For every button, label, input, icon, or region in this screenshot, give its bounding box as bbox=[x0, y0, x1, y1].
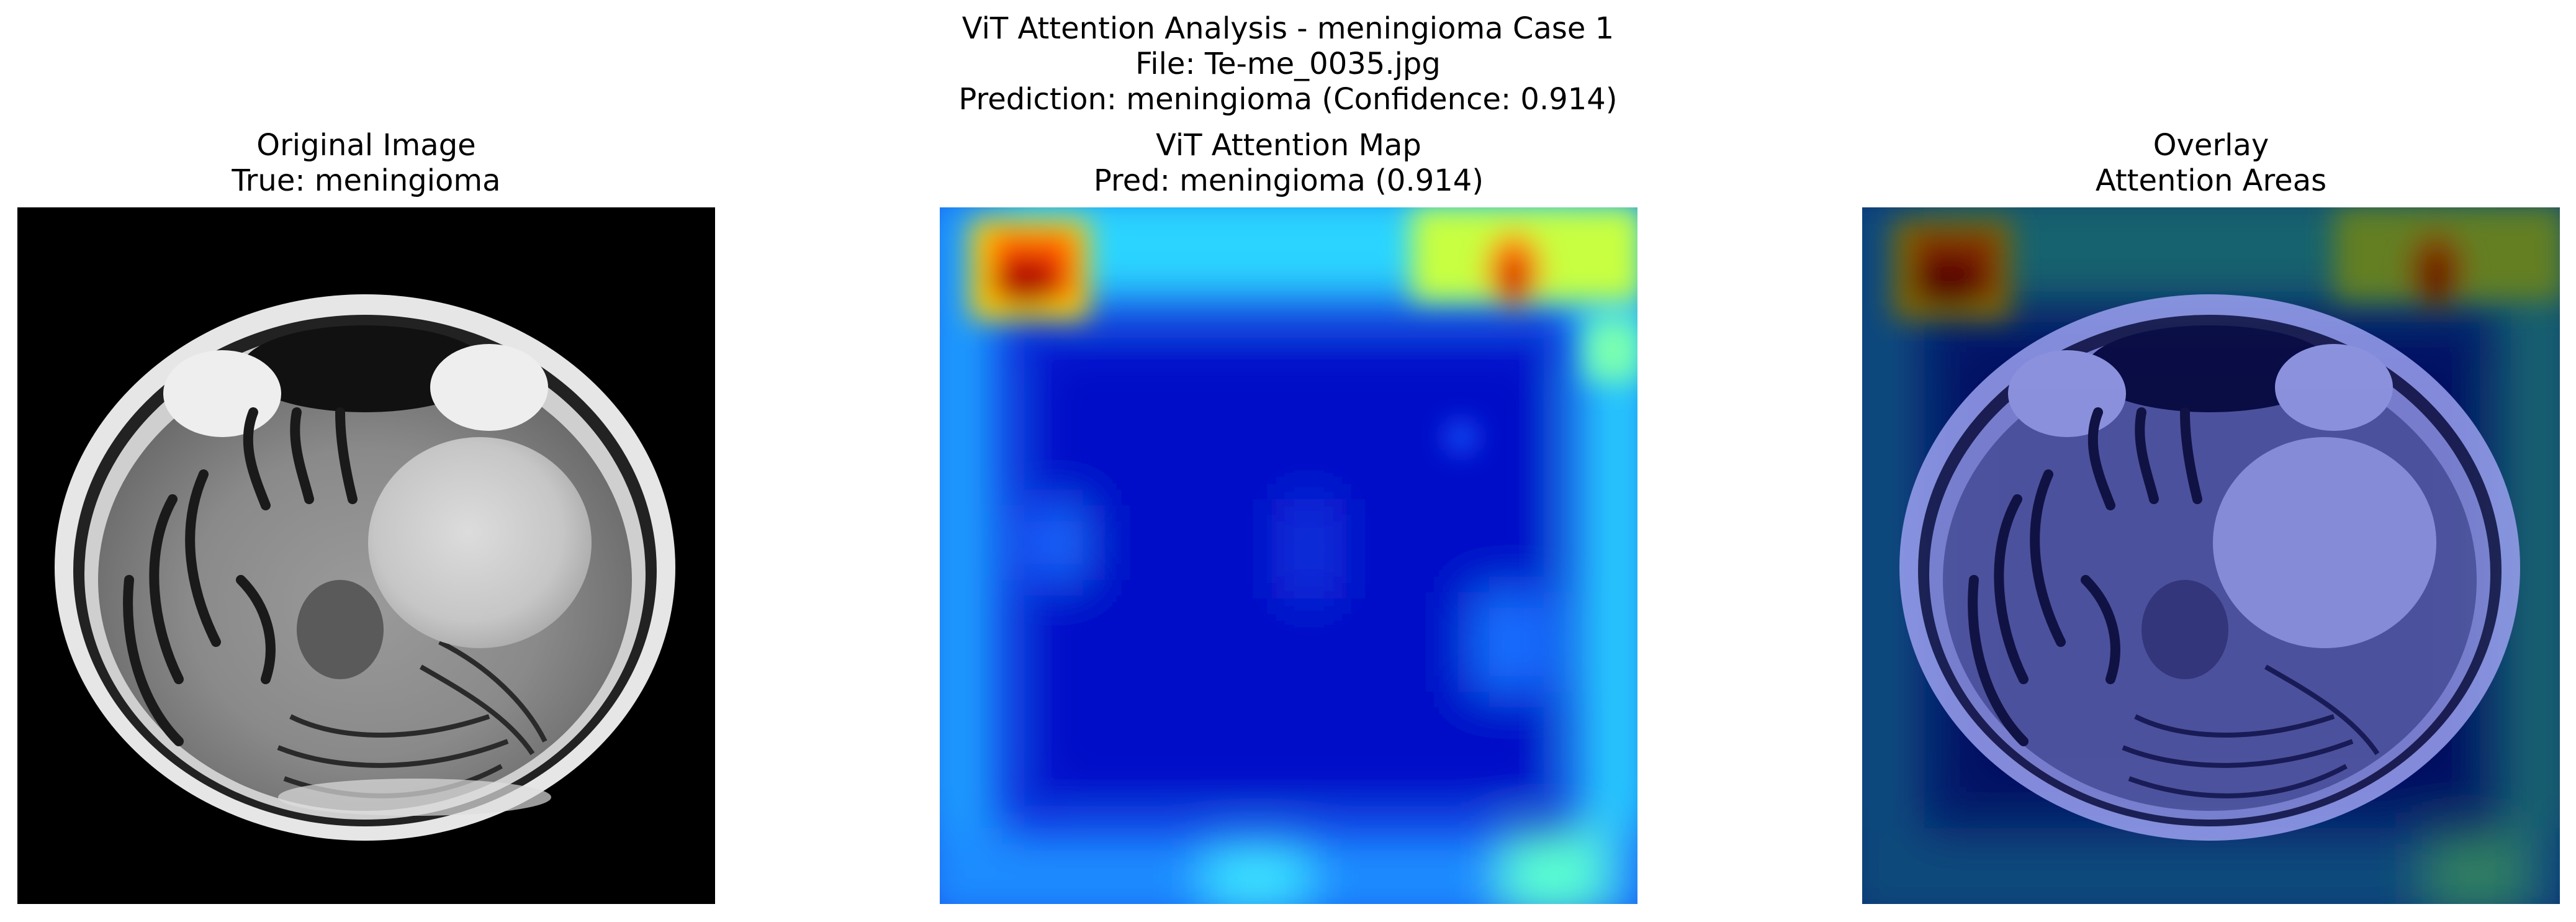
original-image-title-line-2: True: meningioma bbox=[232, 163, 501, 198]
attention-map-title-line-1: ViT Attention Map bbox=[1156, 128, 1421, 163]
original-image-title: Original Image True: meningioma bbox=[17, 128, 715, 199]
overlay-graphic bbox=[1862, 207, 2560, 904]
figure-title-line-3: Prediction: meningioma (Confidence: 0.91… bbox=[958, 82, 1618, 117]
figure-title-line-2: File: Te-me_0035.jpg bbox=[1135, 47, 1441, 81]
overlay-image bbox=[1862, 207, 2560, 904]
original-image-title-line-1: Original Image bbox=[256, 128, 476, 163]
attention-heatmap bbox=[940, 207, 1637, 904]
figure-title: ViT Attention Analysis - meningioma Case… bbox=[0, 11, 2576, 117]
heatmap-graphic bbox=[940, 207, 1637, 904]
original-mri-image bbox=[17, 207, 715, 904]
attention-map-title-line-2: Pred: meningioma (0.914) bbox=[1093, 163, 1484, 198]
overlay-title-line-1: Overlay bbox=[2153, 128, 2269, 163]
mri-slice-graphic bbox=[17, 207, 715, 904]
attention-map-title: ViT Attention Map Pred: meningioma (0.91… bbox=[940, 128, 1637, 199]
overlay-title-line-2: Attention Areas bbox=[2095, 163, 2327, 198]
overlay-title: Overlay Attention Areas bbox=[1862, 128, 2560, 199]
figure-title-line-1: ViT Attention Analysis - meningioma Case… bbox=[961, 11, 1615, 46]
